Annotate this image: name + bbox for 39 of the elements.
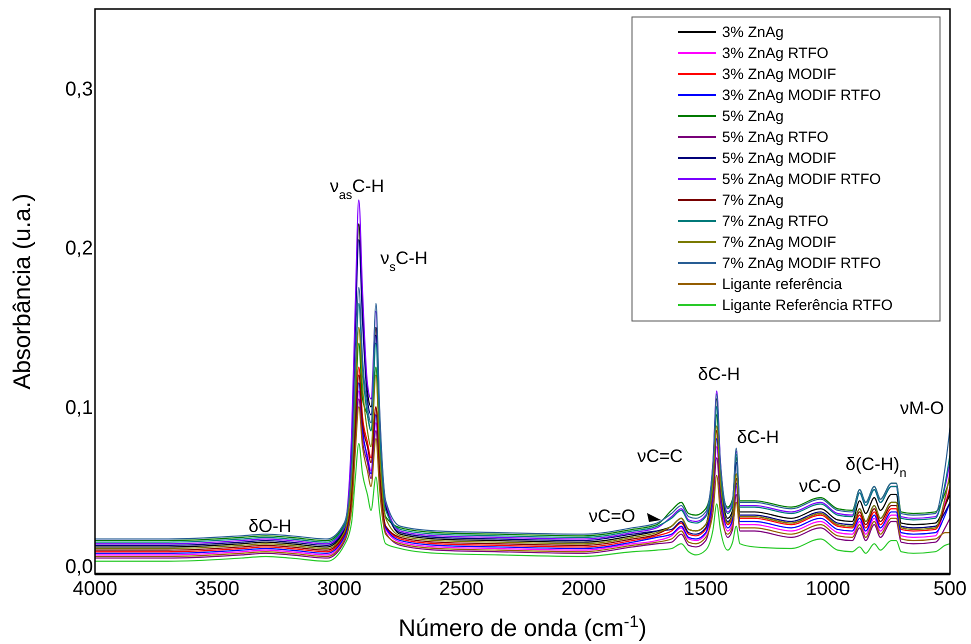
legend-label: Ligante referência: [722, 276, 843, 293]
y-tick-label: 0,1: [65, 396, 93, 419]
y-tick-label: 0,0: [65, 556, 93, 578]
legend-label: 3% ZnAg RTFO: [722, 45, 828, 62]
legend-label: 7% ZnAg MODIF: [722, 234, 836, 251]
legend-label: 5% ZnAg MODIF RTFO: [722, 171, 881, 188]
annotation: νC=C: [637, 446, 683, 466]
annotation: νM-O: [900, 398, 944, 418]
legend-label: 3% ZnAg MODIF: [722, 66, 836, 83]
annotation: δO-H: [248, 516, 292, 536]
x-tick-label: 4000: [72, 578, 118, 600]
x-tick-label: 2500: [439, 578, 484, 600]
x-tick-label: 3000: [317, 578, 362, 600]
annotation: ν$_{s}$C-H: [380, 248, 428, 274]
x-tick-label: 2000: [561, 578, 606, 600]
annotation: δC-H: [698, 364, 740, 384]
annotation: ν$_{as}$C-H: [330, 176, 384, 202]
legend-label: 5% ZnAg: [722, 108, 784, 125]
legend-label: 7% ZnAg: [722, 192, 784, 209]
line-series: [95, 442, 950, 562]
legend-label: Ligante Referência RTFO: [722, 297, 893, 314]
y-axis-title: Absorbância (u.a.): [9, 193, 36, 390]
legend-label: 3% ZnAg MODIF RTFO: [722, 87, 881, 104]
legend-label: 7% ZnAg RTFO: [722, 213, 828, 230]
x-tick-label: 3500: [194, 578, 240, 600]
legend-label: 5% ZnAg RTFO: [722, 129, 828, 146]
annotation: δ(C-H)$_{n}$: [845, 454, 907, 480]
legend-label: 3% ZnAg: [722, 24, 784, 41]
x-axis-title: Número de onda (cm$^{-1}$): [398, 612, 647, 642]
y-tick-label: 0,2: [65, 238, 93, 260]
legend-label: 5% ZnAg MODIF: [722, 150, 836, 167]
legend-label: 7% ZnAg MODIF RTFO: [722, 255, 881, 272]
x-tick-label: 500: [933, 578, 967, 600]
annotation: νC=O: [588, 506, 636, 526]
annotation: δC-H: [736, 427, 780, 447]
y-tick-label: 0,3: [65, 78, 93, 101]
x-tick-label: 1000: [806, 578, 850, 600]
annotation: νC-O: [799, 476, 841, 496]
x-tick-label: 1500: [683, 578, 728, 600]
